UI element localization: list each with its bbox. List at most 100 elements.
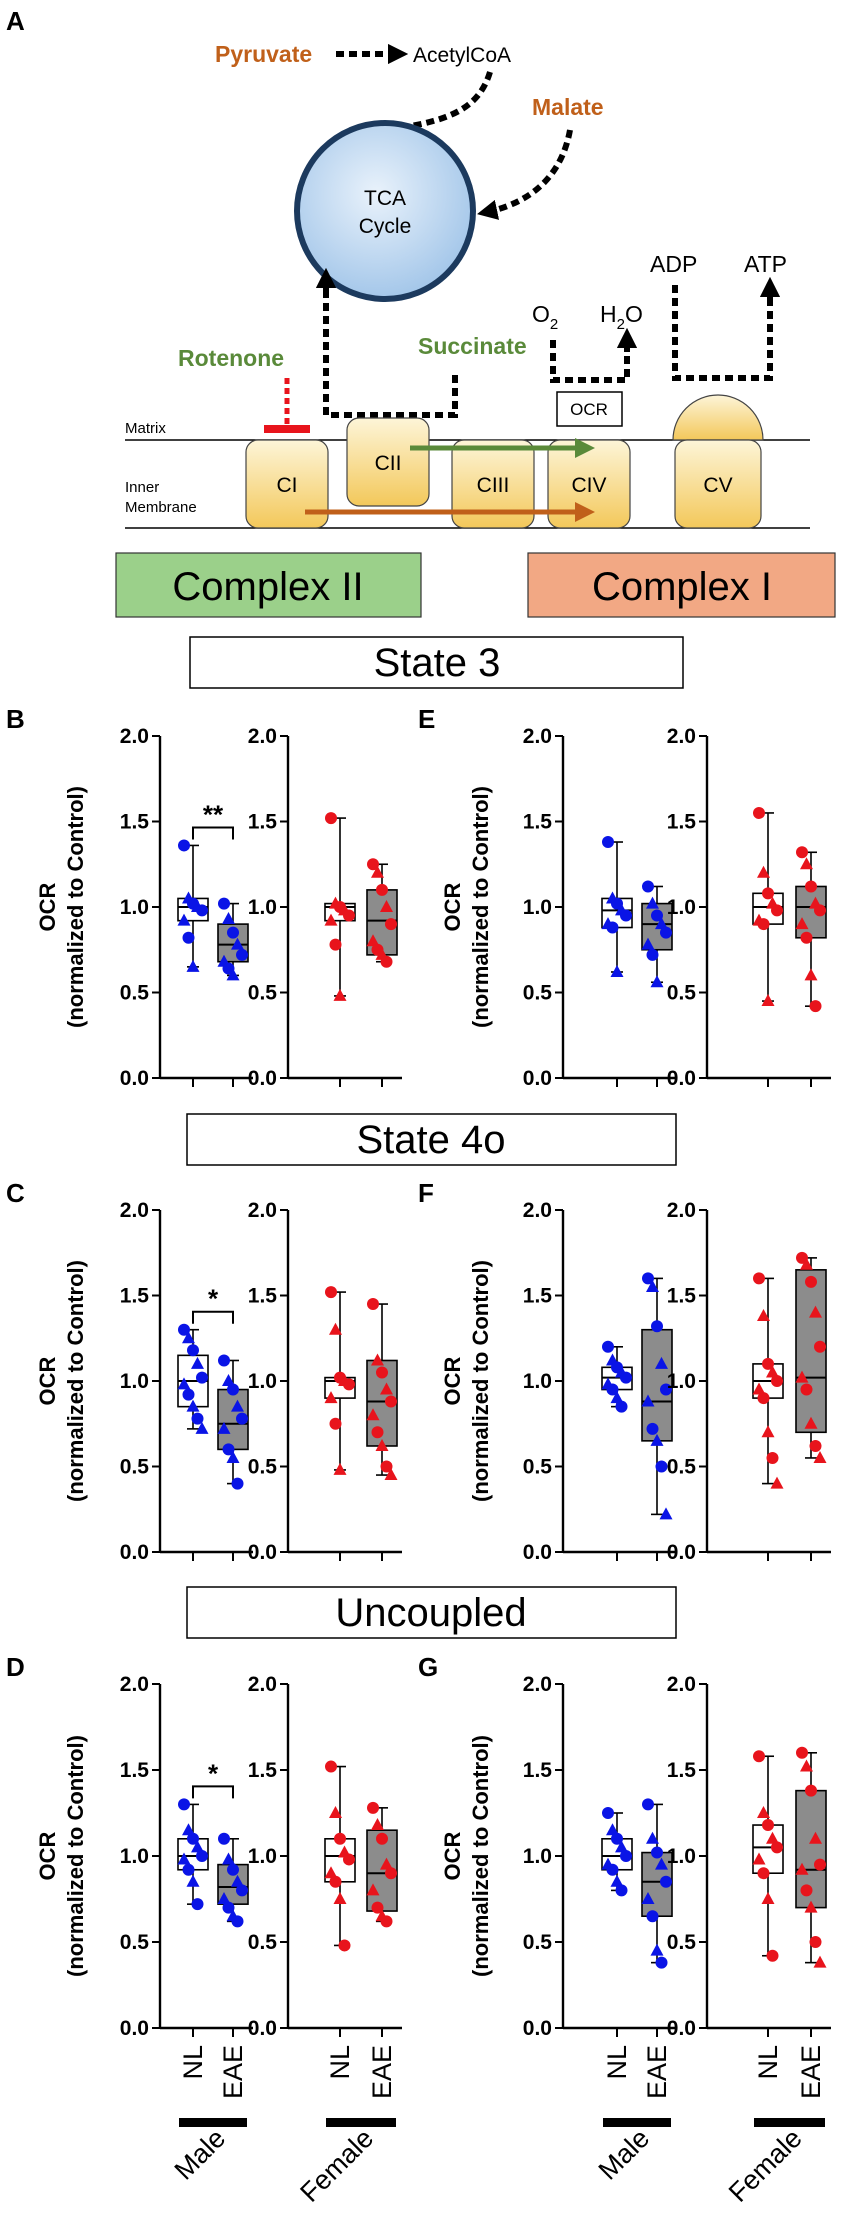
- male-subplot: 0.0 0.5 1.0 1.5 2.0: [120, 1199, 253, 1564]
- data-point: [800, 931, 813, 944]
- y-tick-label: 0.5: [523, 1456, 553, 1479]
- data-point: [650, 1943, 664, 1956]
- data-point: [375, 1438, 389, 1451]
- data-point: [642, 1798, 654, 1811]
- data-point: [325, 812, 337, 825]
- data-point: [766, 1451, 779, 1464]
- data-point: [660, 926, 672, 939]
- data-point: [813, 1450, 827, 1463]
- y-tick-label: 1.0: [248, 1845, 277, 1868]
- data-point: [367, 858, 379, 871]
- y-axis-label: OCR (normalized to Control): [440, 1735, 493, 1977]
- data-point: [650, 975, 664, 988]
- banner-state4o: State 4o: [186, 1113, 677, 1166]
- data-point: [646, 948, 659, 961]
- rotenone-block-bar: [264, 425, 310, 433]
- data-point: [343, 909, 355, 922]
- data-point: [334, 1832, 346, 1845]
- data-point: [236, 948, 248, 961]
- data-point: [371, 1818, 384, 1831]
- data-point: [761, 994, 775, 1007]
- tca-label-line2: Cycle: [359, 215, 412, 238]
- data-point: [602, 1340, 614, 1353]
- data-point: [655, 1356, 668, 1369]
- data-point: [655, 1460, 668, 1473]
- y-axis-label-line1: OCR: [35, 882, 60, 931]
- y-tick-label: 0.0: [248, 1541, 277, 1564]
- malate-label: Malate: [532, 94, 604, 120]
- o2-label: O2: [532, 301, 558, 333]
- data-point: [226, 1450, 240, 1463]
- matrix-label: Matrix: [125, 420, 166, 437]
- y-axis-label: OCR (normalized to Control): [35, 786, 88, 1028]
- group-bar: [326, 2118, 396, 2127]
- x-category-label: EAE: [642, 2045, 672, 2099]
- data-point: [187, 1832, 199, 1845]
- y-tick-label: 1.5: [523, 1759, 553, 1782]
- complex-cii: [346, 417, 430, 507]
- data-point: [602, 1807, 614, 1819]
- data-point: [186, 1874, 200, 1887]
- data-point: [177, 913, 191, 926]
- panel-label-c: C: [6, 1178, 25, 1208]
- data-point: [809, 1936, 822, 1948]
- complex-cv-label: CV: [703, 474, 732, 497]
- data-point: [646, 1279, 659, 1292]
- data-point: [227, 926, 239, 939]
- data-point: [809, 1305, 822, 1318]
- y-tick-label: 1.5: [523, 1285, 553, 1308]
- y-tick-label: 0.0: [120, 1541, 149, 1564]
- y-tick-label: 0.5: [667, 1931, 697, 1954]
- data-point: [646, 896, 659, 909]
- y-tick-label: 1.5: [120, 811, 150, 834]
- data-point: [606, 1823, 619, 1836]
- complex-civ-label: CIV: [571, 474, 606, 497]
- data-point: [814, 1340, 826, 1353]
- data-point: [611, 1832, 623, 1845]
- group-label: Female: [723, 2123, 808, 2208]
- data-point: [324, 1391, 338, 1404]
- panel-label-g: G: [418, 1652, 438, 1682]
- y-tick-label: 2.0: [120, 1199, 149, 1222]
- data-point: [367, 1298, 379, 1311]
- y-axis-label-line2: (normalized to Control): [468, 1735, 493, 1977]
- complex-ciii-label: CIII: [477, 474, 510, 497]
- data-point: [766, 1831, 779, 1844]
- data-point: [182, 1388, 195, 1401]
- significance-bracket: [192, 1310, 234, 1324]
- data-point: [380, 1382, 393, 1395]
- y-tick-label: 0.0: [667, 1067, 696, 1090]
- y-axis-label-line2: (normalized to Control): [63, 1735, 88, 1977]
- panel-g: G OCR (normalized to Control) 0.0 0.5 1.0 1.5 2…: [418, 1652, 831, 2040]
- data-point: [177, 1852, 191, 1865]
- data-point: [325, 1760, 337, 1773]
- data-point: [218, 1832, 230, 1845]
- data-point: [753, 1272, 765, 1285]
- x-category-label: EAE: [367, 2045, 397, 2099]
- acetylcoa-label: AcetylCoA: [413, 44, 511, 67]
- data-point: [218, 897, 230, 910]
- data-point: [227, 1863, 239, 1876]
- y-tick-label: 1.5: [523, 811, 553, 834]
- data-point: [191, 1356, 204, 1369]
- x-category-label: EAE: [218, 2045, 248, 2099]
- y-tick-label: 1.0: [523, 1370, 552, 1393]
- y-tick-label: 0.5: [523, 982, 553, 1005]
- data-point: [187, 1344, 199, 1357]
- data-point: [805, 1784, 817, 1797]
- data-point: [615, 1884, 628, 1897]
- ocr-box: [556, 391, 623, 427]
- complex-ii-label-text: Complex II: [172, 565, 363, 609]
- y-tick-label: 2.0: [667, 725, 696, 748]
- data-point: [804, 968, 818, 981]
- data-point: [343, 1853, 355, 1866]
- complex-ci-label: CI: [277, 474, 298, 497]
- y-tick-label: 0.5: [248, 982, 278, 1005]
- y-axis-label-line1: OCR: [35, 1831, 60, 1880]
- data-point: [367, 1801, 379, 1814]
- y-tick-label: 1.5: [667, 1759, 697, 1782]
- data-point: [380, 900, 393, 912]
- data-point: [385, 1395, 397, 1408]
- banner-state3: State 3: [189, 636, 684, 689]
- adp-to-atp-path: [672, 285, 773, 381]
